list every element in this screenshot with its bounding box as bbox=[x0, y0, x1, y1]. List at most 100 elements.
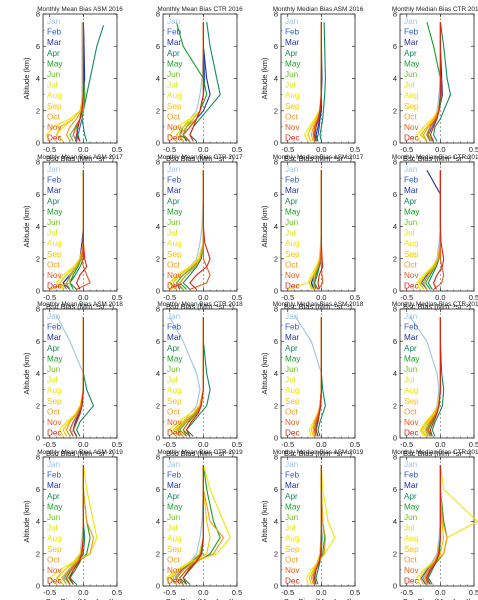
x-axis-label: Bsc Bias (Mm⁻¹sr⁻¹) bbox=[403, 154, 471, 163]
legend-entry-oct: Oct bbox=[47, 112, 60, 121]
x-tick-label: -0.5 bbox=[281, 588, 294, 597]
x-axis-label: Bsc Bias (Mm⁻¹sr⁻¹) bbox=[46, 154, 114, 163]
legend-entry-mar: Mar bbox=[167, 38, 181, 47]
x-tick-label: -0.5 bbox=[400, 440, 413, 449]
series-line-dec bbox=[314, 465, 322, 585]
x-tick-label: 0.5 bbox=[232, 588, 242, 597]
legend-entry-jul: Jul bbox=[167, 81, 178, 90]
chart-title: Monthly Median Bias ASM 2018 bbox=[273, 301, 364, 308]
legend-entry-dec: Dec bbox=[167, 429, 182, 438]
legend-entry-jul: Jul bbox=[47, 524, 58, 533]
y-tick-label: 6 bbox=[393, 485, 397, 494]
y-tick-label: 2 bbox=[274, 549, 278, 558]
legend-entry-nov: Nov bbox=[167, 271, 182, 280]
legend-entry-apr: Apr bbox=[47, 344, 60, 353]
y-tick-label: 0 bbox=[36, 582, 40, 591]
legend-entry-oct: Oct bbox=[404, 555, 417, 564]
y-tick-label: 6 bbox=[274, 485, 278, 494]
legend-entry-apr: Apr bbox=[47, 197, 60, 206]
legend-entry-feb: Feb bbox=[285, 176, 300, 185]
legend-entry-nov: Nov bbox=[404, 271, 419, 280]
x-axis-label: Bsc Bias (Mm⁻¹sr⁻¹) bbox=[284, 597, 352, 600]
legend-entry-apr: Apr bbox=[285, 49, 298, 58]
chart-panel: Monthly Median Bias ASM 2018 -0.5 0.0 0.5 0 2… bbox=[260, 301, 364, 458]
legend-entry-oct: Oct bbox=[47, 260, 60, 269]
x-tick-label: 0.0 bbox=[198, 588, 208, 597]
series-line-apr bbox=[319, 22, 326, 142]
legend-entry-aug: Aug bbox=[47, 534, 62, 543]
y-tick-label: 2 bbox=[36, 401, 40, 410]
legend-entry-apr: Apr bbox=[404, 344, 417, 353]
legend-entry-mar: Mar bbox=[47, 186, 61, 195]
y-axis-label: Altitude (km) bbox=[22, 500, 31, 543]
legend-entry-jul: Jul bbox=[404, 524, 415, 533]
legend-entry-dec: Dec bbox=[404, 429, 419, 438]
y-tick-label: 6 bbox=[156, 337, 160, 346]
legend-entry-jul: Jul bbox=[47, 376, 58, 385]
y-tick-label: 2 bbox=[156, 401, 160, 410]
legend-entry-dec: Dec bbox=[285, 577, 300, 586]
x-axis-label: Bsc Bias (Mm⁻¹sr⁻¹) bbox=[166, 154, 234, 163]
series-line-dec bbox=[429, 22, 441, 142]
legend-entry-jul: Jul bbox=[404, 229, 415, 238]
legend-entry-jun: Jun bbox=[404, 218, 418, 227]
legend-entry-nov: Nov bbox=[167, 566, 182, 575]
y-tick-label: 2 bbox=[274, 254, 278, 263]
legend-entry-jun: Jun bbox=[47, 218, 61, 227]
y-axis-label: Altitude (km) bbox=[22, 205, 31, 248]
legend-entry-dec: Dec bbox=[404, 282, 419, 291]
series-line-aug bbox=[306, 465, 336, 585]
y-tick-label: 6 bbox=[36, 485, 40, 494]
legend-entry-aug: Aug bbox=[167, 534, 182, 543]
legend-entry-nov: Nov bbox=[47, 271, 62, 280]
chart-panel: Monthly Median Bias CTR 2016 -0.5 0.0 0.5 0 2… bbox=[392, 6, 478, 163]
legend-entry-nov: Nov bbox=[47, 418, 62, 427]
y-tick-label: 4 bbox=[156, 222, 160, 231]
y-tick-label: 4 bbox=[393, 517, 397, 526]
x-tick-label: 0.5 bbox=[469, 293, 478, 302]
x-tick-label: 0.0 bbox=[78, 440, 88, 449]
y-tick-label: 4 bbox=[393, 369, 397, 378]
legend-entry-sep: Sep bbox=[47, 250, 62, 259]
x-tick-label: -0.5 bbox=[43, 588, 56, 597]
series-line-apr bbox=[69, 170, 84, 290]
chart-panel: Monthly Mean Bias ASM 2018 -0.5 0.0 0.5 0 2 4 6… bbox=[22, 301, 123, 458]
legend-entry-feb: Feb bbox=[167, 28, 182, 37]
legend-entry-jan: Jan bbox=[47, 460, 61, 469]
y-tick-label: 0 bbox=[393, 434, 397, 443]
x-tick-label: 0.0 bbox=[316, 440, 326, 449]
y-tick-label: 4 bbox=[393, 222, 397, 231]
legend-entry-jun: Jun bbox=[47, 70, 61, 79]
legend-entry-aug: Aug bbox=[167, 91, 182, 100]
series-line-sep bbox=[308, 170, 322, 290]
series-line-dec bbox=[189, 22, 204, 142]
legend-entry-dec: Dec bbox=[47, 282, 62, 291]
legend-entry-nov: Nov bbox=[404, 566, 419, 575]
y-tick-label: 0 bbox=[36, 287, 40, 296]
x-tick-label: 0.0 bbox=[435, 588, 445, 597]
chart-panel: Monthly Median Bias ASM 2016 -0.5 0.0 0.5 0 2… bbox=[260, 6, 364, 163]
x-tick-label: 0.0 bbox=[435, 440, 445, 449]
legend-entry-dec: Dec bbox=[167, 134, 182, 143]
y-tick-label: 6 bbox=[274, 337, 278, 346]
x-axis-label: Bsc Bias (Mm⁻¹sr⁻¹) bbox=[46, 302, 114, 311]
legend-entry-aug: Aug bbox=[167, 386, 182, 395]
legend-entry-nov: Nov bbox=[47, 566, 62, 575]
legend-entry-aug: Aug bbox=[47, 386, 62, 395]
legend-entry-jan: Jan bbox=[285, 460, 299, 469]
x-tick-label: 0.5 bbox=[350, 440, 360, 449]
legend-entry-dec: Dec bbox=[47, 577, 62, 586]
legend-entry-feb: Feb bbox=[47, 28, 62, 37]
x-axis-label: Bsc Bias (Mm⁻¹sr⁻¹) bbox=[166, 449, 234, 458]
x-tick-label: -0.5 bbox=[43, 145, 56, 154]
y-tick-label: 2 bbox=[36, 106, 40, 115]
series-line-dec bbox=[72, 317, 84, 437]
x-axis-label: Bsc Bias (Mm⁻¹sr⁻¹) bbox=[284, 302, 352, 311]
y-tick-label: 2 bbox=[156, 549, 160, 558]
legend-entry-may: May bbox=[167, 207, 183, 216]
legend-entry-mar: Mar bbox=[47, 333, 61, 342]
series-line-aug bbox=[308, 317, 322, 437]
legend-entry-aug: Aug bbox=[404, 239, 419, 248]
series-line-dec bbox=[189, 170, 211, 290]
x-tick-label: -0.5 bbox=[43, 440, 56, 449]
